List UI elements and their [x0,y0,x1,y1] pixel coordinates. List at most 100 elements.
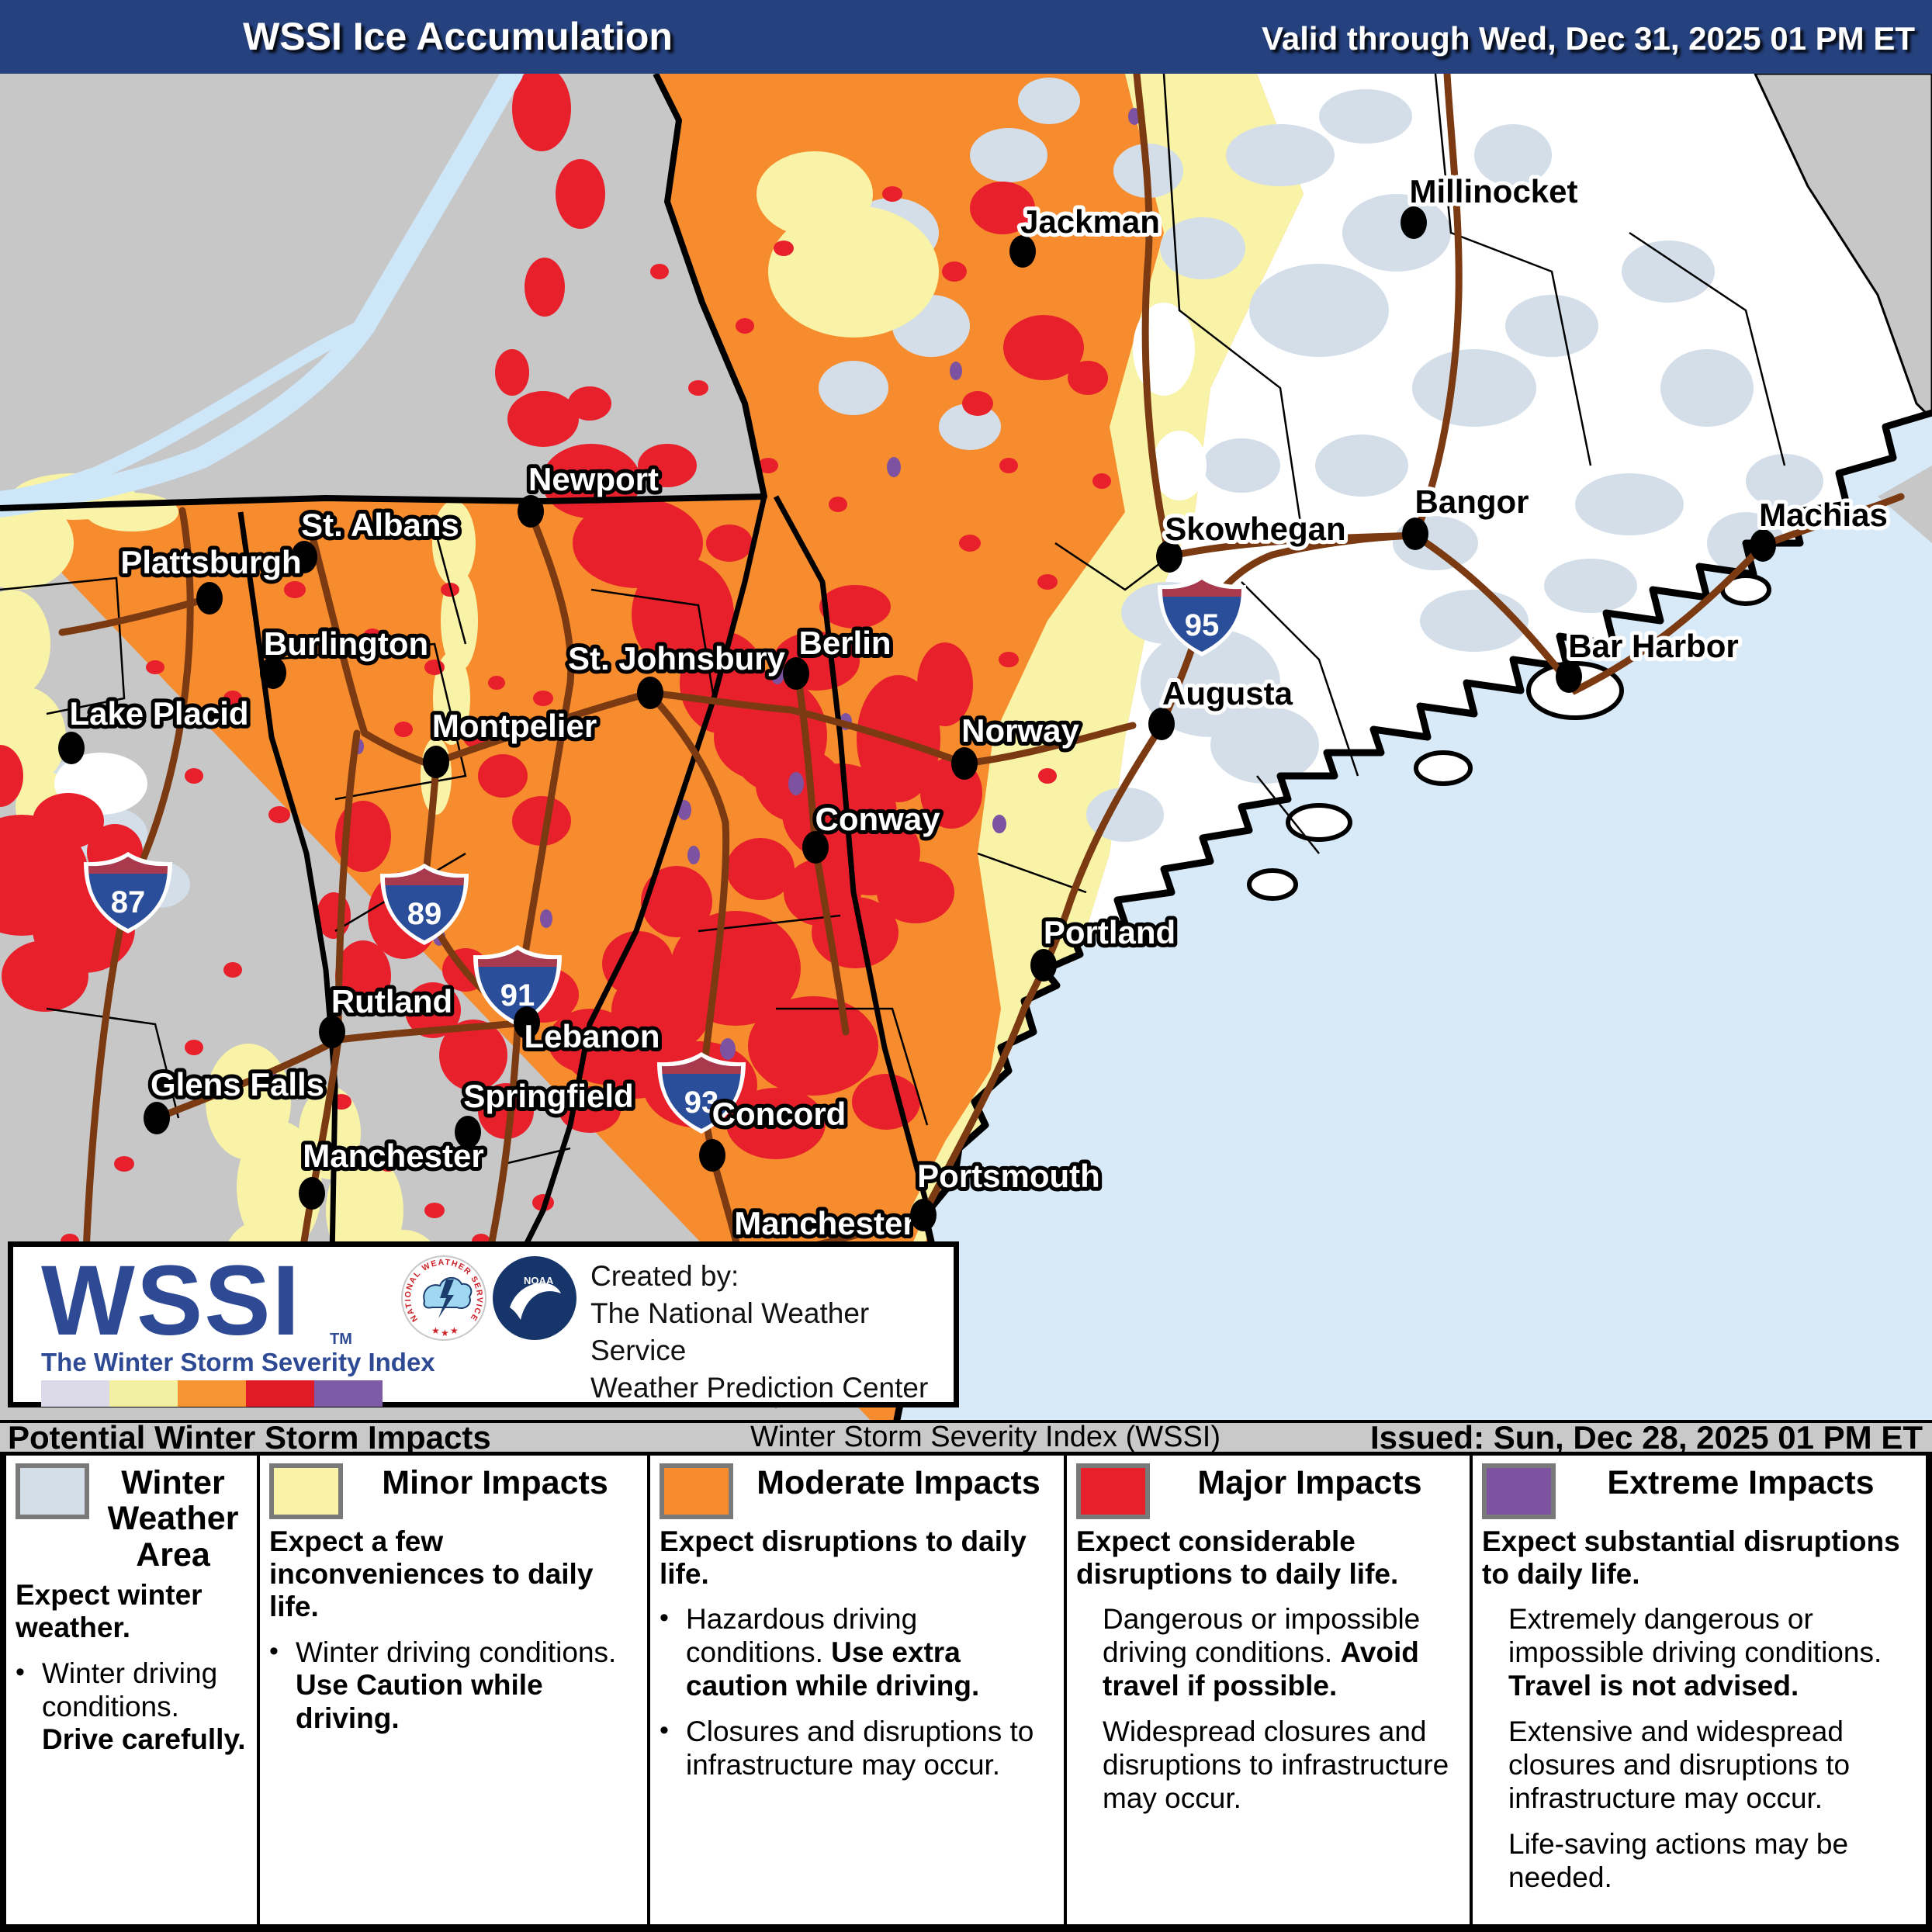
interstate-shields-layer: 87 89 91 93 95 [84,575,1246,1134]
created-by-line1: The National Weather Service [590,1297,870,1366]
legend-item-minor-impacts-0: • Winter driving conditions. Use Caution … [269,1636,617,1735]
cities-layer: Jackman Millinocket Skowhegan Bangor Machias… [58,169,1892,1345]
status-bar: Potential Winter Storm Impacts Winter St… [0,1418,1932,1456]
legend-item-major-impacts-0: Dangerous or impossible driving conditio… [1103,1603,1421,1702]
city-dot-jackman [1009,235,1036,268]
legend-swatch-winter-weather-area [16,1463,89,1519]
city-dot-berlin [783,657,809,690]
map-canvas[interactable]: 87 89 91 93 95 Jackman Millinocket Skowhegan Ba… [0,74,1932,1420]
city-dot-bar-harbor [1556,660,1582,693]
interstate-87-shield: 87 [84,852,172,933]
svg-text:NOAA: NOAA [524,1275,554,1286]
city-label-berlin: Berlin [798,625,891,661]
city-label-norway: Norway [961,712,1079,749]
city-dot-augusta [1148,708,1175,740]
wssi-color-strip [41,1380,383,1407]
interstate-89-number: 89 [407,897,442,931]
interstate-91-shield: 91 [473,945,562,1027]
city-dot-norway [951,747,978,780]
city-label-manchester: Manchester [734,1205,915,1241]
city-label-millinocket: Millinocket [1409,173,1577,209]
city-label-plattsburgh: Plattsburgh [120,544,301,580]
wssi-logo-text: WSSI [41,1245,302,1356]
city-dot-springfield [455,1116,481,1148]
city-label-glens-falls: Glens Falls [151,1066,324,1103]
city-label-springfield: Springfield [463,1078,633,1114]
city-label-lake-placid: Lake Placid [69,695,248,732]
agency-logos: NATIONAL WEATHER SERVICE ★ ★ ★ NOAA [401,1253,580,1343]
legend-intro-major-impacts: Expect considerable disruptions to daily… [1076,1525,1399,1591]
city-dot-rutland [319,1016,345,1048]
city-dot-portsmouth [910,1199,937,1231]
city-dot-bangor [1402,518,1428,550]
created-by-label: Created by: [590,1260,739,1292]
wssi-strip-swatch-1 [109,1380,178,1407]
legend-intro-extreme-impacts: Expect substantial disruptions to daily … [1482,1525,1900,1591]
legend-intro-minor-impacts: Expect a few inconveniences to daily lif… [269,1525,594,1623]
svg-text:★: ★ [441,1328,449,1338]
impact-legend: Winter Weather Area Expect winter weather… [0,1456,1932,1932]
wssi-strip-swatch-3 [246,1380,314,1407]
legend-swatch-extreme-impacts [1482,1463,1556,1519]
city-dot-burlington [260,656,286,689]
new-brunswick-region [1754,74,1932,421]
legend-item-extreme-impacts-0: Extremely dangerous or impossible drivin… [1508,1603,1882,1702]
city-label-newport: Newport [528,461,659,497]
status-left-title: Potential Winter Storm Impacts [8,1418,491,1456]
noaa-logo-icon: NOAA [493,1256,576,1340]
legend-item-moderate-impacts-0: • Hazardous driving conditions. Use extra… [660,1603,980,1702]
page-title: WSSI Ice Accumulation [243,15,673,58]
legend-title-minor-impacts: Minor Impacts [382,1464,608,1501]
svg-text:★: ★ [431,1325,440,1336]
wssi-strip-swatch-2 [178,1380,246,1407]
legend-column-minor-impacts: Minor Impacts Expect a few inconveniences… [260,1456,650,1924]
city-label-lebanon: Lebanon [525,1018,660,1054]
svg-text:★: ★ [450,1325,459,1336]
status-center-title: Winter Storm Severity Index (WSSI) [750,1421,1220,1453]
city-dot-machias [1750,529,1776,562]
legend-item-major-impacts-1: Widespread closures and disruptions to i… [1103,1716,1449,1814]
city-dot-lebanon [514,1006,540,1039]
legend-title-winter-weather-area: Winter Weather Area [107,1464,239,1574]
city-dot-portland [1030,949,1057,982]
st-lawrence-river [0,74,523,518]
minor-impacts-region [892,74,1304,1319]
wssi-map-svg[interactable]: 87 89 91 93 95 Jackman Millinocket Skowhegan Ba… [0,74,1932,1420]
legend-swatch-major-impacts [1076,1463,1150,1519]
legend-item-extreme-impacts-2: Life-saving actions may be needed. [1508,1827,1849,1893]
wssi-strip-swatch-4 [314,1380,383,1407]
legend-column-extreme-impacts: Extreme Impacts Expect substantial disrup… [1473,1456,1926,1924]
ocean [896,413,1932,1420]
wssi-strip-swatch-0 [41,1380,109,1407]
legend-item-winter-weather-area-0: • Winter driving conditions. Drive careful… [16,1657,246,1756]
city-dot-st-albans [291,541,317,573]
legend-item-moderate-impacts-1: • Closures and disruptions to infrastruct… [660,1716,1034,1781]
wssi-logo-box: WSSI TM The Winter Storm Severity Index … [8,1241,959,1407]
city-label-burlington: Burlington [264,625,428,662]
interstate-93-number: 93 [684,1085,719,1120]
legend-title-major-impacts: Major Impacts [1197,1464,1422,1501]
legend-title-moderate-impacts: Moderate Impacts [757,1464,1040,1501]
interstate-89-shield: 89 [380,864,469,945]
legend-swatch-moderate-impacts [660,1463,733,1519]
city-label-bangor: Bangor [1415,483,1529,520]
valid-through-text: Valid through Wed, Dec 31, 2025 01 PM ET [1262,20,1915,57]
legend-intro-moderate-impacts: Expect disruptions to daily life. [660,1525,1027,1591]
city-dot-montpelier [423,746,449,778]
city-label-conway: Conway [815,801,940,837]
city-dot-glens-falls [144,1102,170,1134]
legend-swatch-minor-impacts [269,1463,343,1519]
city-label-skowhegan: Skowhegan [1165,511,1345,547]
city-label-portsmouth: Portsmouth [917,1158,1100,1194]
city-dot-newport [518,495,544,528]
city-dot-lake-placid [58,732,85,764]
city-label-rutland: Rutland [331,983,452,1020]
nws-logo-icon: NATIONAL WEATHER SERVICE ★ ★ ★ [401,1255,486,1341]
legend-item-extreme-impacts-1: Extensive and widespread closures and di… [1508,1716,1851,1814]
city-dot-manchester [299,1177,325,1210]
city-dot-st-johnsbury [637,677,663,709]
city-label-augusta: Augusta [1162,675,1293,712]
city-dot-skowhegan [1156,540,1182,573]
city-label-jackman: Jackman [1020,203,1160,240]
